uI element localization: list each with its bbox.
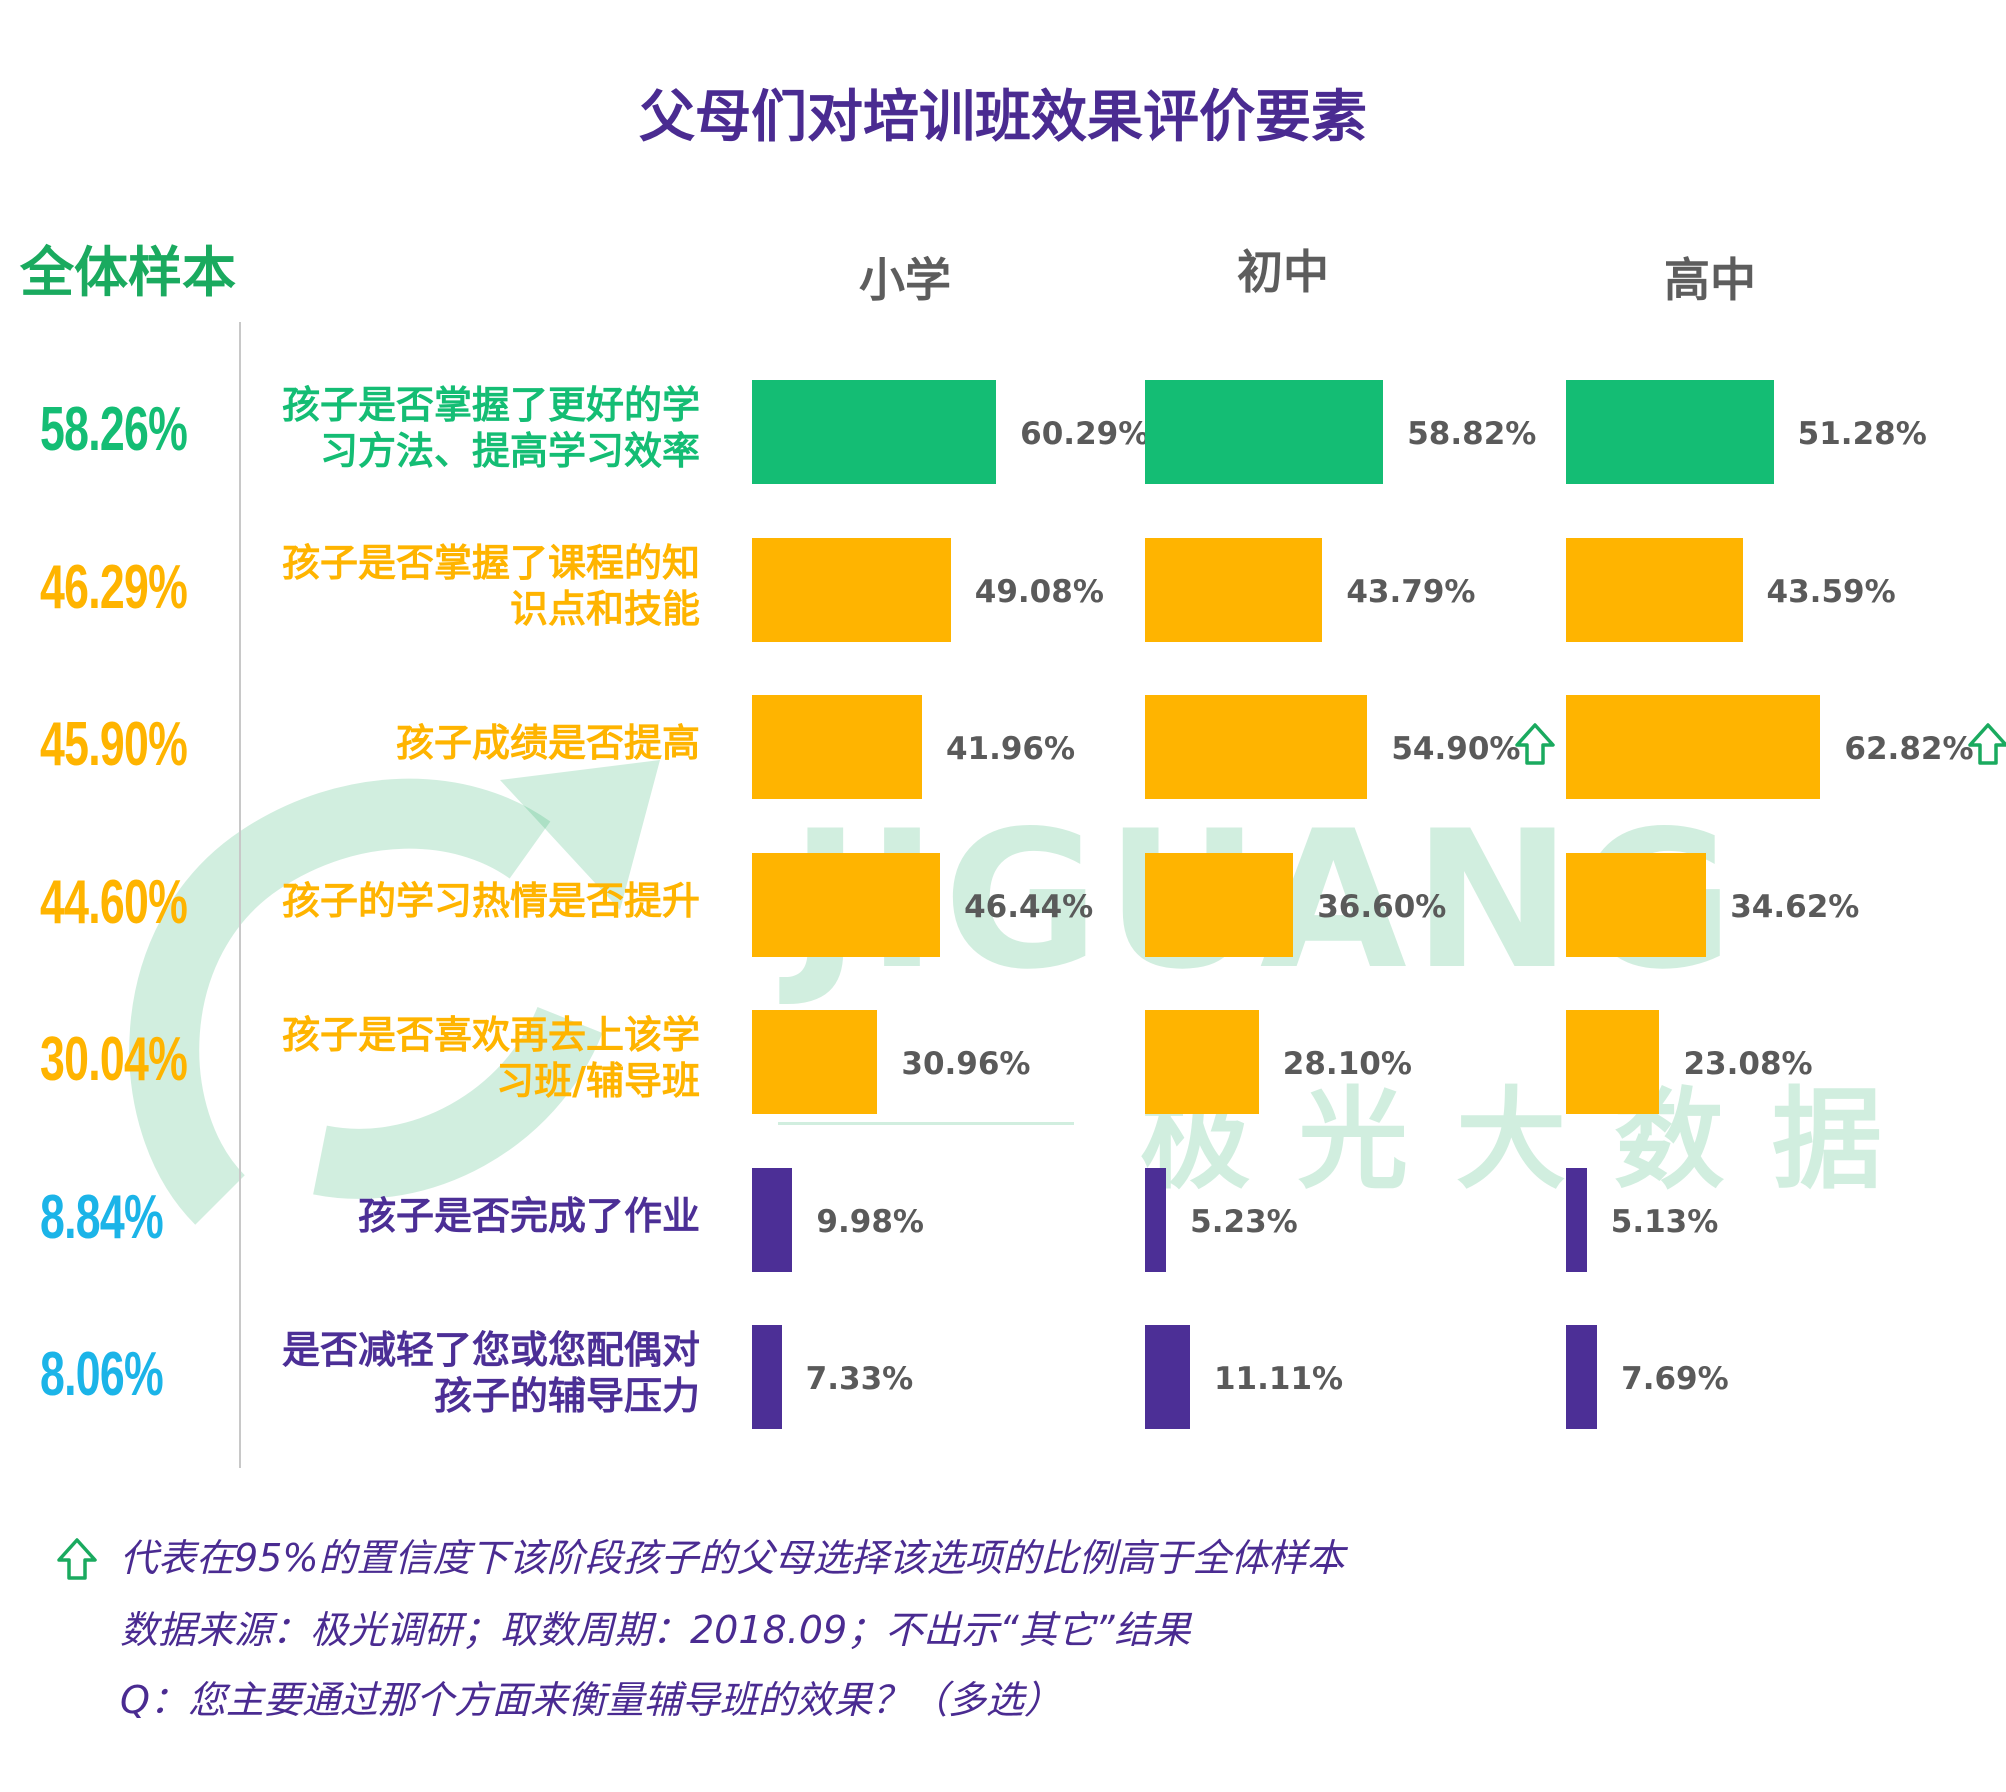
bar-value-label: 43.59% xyxy=(1766,573,1896,610)
factor-label: 孩子的学习热情是否提升 xyxy=(245,878,700,924)
bar-value-label: 58.82% xyxy=(1407,416,1537,452)
bar xyxy=(1145,380,1384,484)
bar-value-label: 36.60% xyxy=(1317,888,1447,925)
bar-value-label: 5.13% xyxy=(1610,1203,1719,1240)
factor-label-line: 孩子是否掌握了更好的学 xyxy=(281,383,700,427)
chart-title: 父母们对培训班效果评价要素 xyxy=(639,85,1367,150)
factor-label-line: 习方法、提高学习效率 xyxy=(319,429,700,473)
bar xyxy=(1566,537,1743,642)
factor-label-line: 孩子是否完成了作业 xyxy=(357,1193,700,1238)
factor-label-line: 识点和技能 xyxy=(509,586,700,631)
bar-value-label: 5.23% xyxy=(1190,1203,1298,1240)
bar-value-label: 46.44% xyxy=(964,888,1094,925)
watermark-brand-cn: 极光大数据 xyxy=(1140,1076,1930,1204)
bar-value-label: 62.82% xyxy=(1844,731,1974,767)
bar xyxy=(1145,1325,1190,1429)
overall-value: 8.06% xyxy=(40,1340,164,1409)
bar-value-label: 54.90% xyxy=(1391,731,1521,767)
bar xyxy=(1566,695,1821,799)
bar xyxy=(1566,1325,1598,1429)
note-legend: 代表在95%的置信度下该阶段孩子的父母选择该选项的比例高于全体样本 xyxy=(120,1536,1345,1580)
note-question: Q：您主要通过那个方面来衡量辅导班的效果？（多选） xyxy=(120,1678,1062,1722)
bar xyxy=(1566,1010,1660,1114)
factor-label: 是否减轻了您或您配偶对 孩子的辅导压力 xyxy=(245,1327,700,1419)
factor-label-line: 是否减轻了您或您配偶对 xyxy=(281,1328,700,1372)
bar xyxy=(1145,1010,1259,1114)
bar xyxy=(752,380,997,484)
overall-value: 8.84% xyxy=(40,1182,164,1252)
bar xyxy=(1145,852,1294,957)
bar-value-label: 7.33% xyxy=(805,1361,914,1397)
bar-value-label: 23.08% xyxy=(1683,1046,1813,1082)
vertical-divider xyxy=(239,322,241,1468)
overall-value: 44.60% xyxy=(40,867,188,937)
up-arrow-icon xyxy=(57,1538,97,1580)
bar xyxy=(752,1325,782,1429)
jiguang-logo-icon xyxy=(129,760,660,1225)
column-header-senior: 高中 xyxy=(1664,253,1756,307)
bar-value-label: 11.11% xyxy=(1213,1361,1344,1397)
up-arrow-icon xyxy=(1515,723,1556,765)
factor-label: 孩子是否掌握了更好的学 习方法、提高学习效率 xyxy=(245,382,700,474)
column-header-primary: 小学 xyxy=(859,253,951,307)
factor-label: 孩子是否完成了作业 xyxy=(245,1193,700,1239)
up-arrow-icon xyxy=(1968,723,2006,765)
factor-label-line: 孩子是否喜欢再去上该学 xyxy=(281,1013,700,1057)
bar xyxy=(752,537,951,642)
bar xyxy=(1566,380,1774,484)
bar-value-label: 34.62% xyxy=(1730,888,1860,925)
bar-value-label: 30.96% xyxy=(901,1046,1031,1082)
factor-label: 孩子是否掌握了课程的知 识点和技能 xyxy=(245,540,700,632)
overall-value: 58.26% xyxy=(40,395,188,464)
bar-value-label: 60.29% xyxy=(1020,416,1150,452)
factor-label: 孩子成绩是否提高 xyxy=(245,720,700,766)
note-source: 数据来源：极光调研；取数周期：2018.09；不出示“其它”结果 xyxy=(120,1608,1191,1652)
bar-value-label: 43.79% xyxy=(1346,573,1476,610)
bar xyxy=(1145,537,1323,642)
overall-value: 30.04% xyxy=(40,1025,188,1094)
factor-label: 孩子是否喜欢再去上该学 习班/辅导班 xyxy=(245,1012,700,1104)
overall-heading: 全体样本 xyxy=(20,241,236,304)
factor-label-line: 孩子的学习热情是否提升 xyxy=(281,878,700,923)
bar-value-label: 28.10% xyxy=(1282,1046,1412,1082)
bar xyxy=(1566,1167,1587,1272)
bar xyxy=(752,1010,878,1114)
watermark-divider xyxy=(778,1122,1074,1125)
bar-value-label: 7.69% xyxy=(1621,1361,1729,1397)
factor-label-line: 习班/辅导班 xyxy=(496,1059,700,1103)
bar-value-label: 41.96% xyxy=(945,731,1076,767)
bar-value-label: 49.08% xyxy=(974,573,1104,610)
bar xyxy=(1566,852,1707,957)
bar xyxy=(752,695,922,799)
bar xyxy=(1145,1167,1167,1272)
factor-label-line: 孩子是否掌握了课程的知 xyxy=(281,540,700,585)
factor-label-line: 孩子成绩是否提高 xyxy=(395,721,700,765)
bar xyxy=(1145,695,1368,799)
overall-value: 45.90% xyxy=(40,710,188,779)
factor-label-line: 孩子的辅导压力 xyxy=(433,1374,700,1418)
bar-value-label: 51.28% xyxy=(1797,416,1927,452)
overall-value: 46.29% xyxy=(40,552,188,622)
bar xyxy=(752,1167,793,1272)
bar-value-label: 9.98% xyxy=(816,1203,924,1240)
bar xyxy=(752,852,941,957)
column-header-junior: 初中 xyxy=(1237,245,1329,299)
